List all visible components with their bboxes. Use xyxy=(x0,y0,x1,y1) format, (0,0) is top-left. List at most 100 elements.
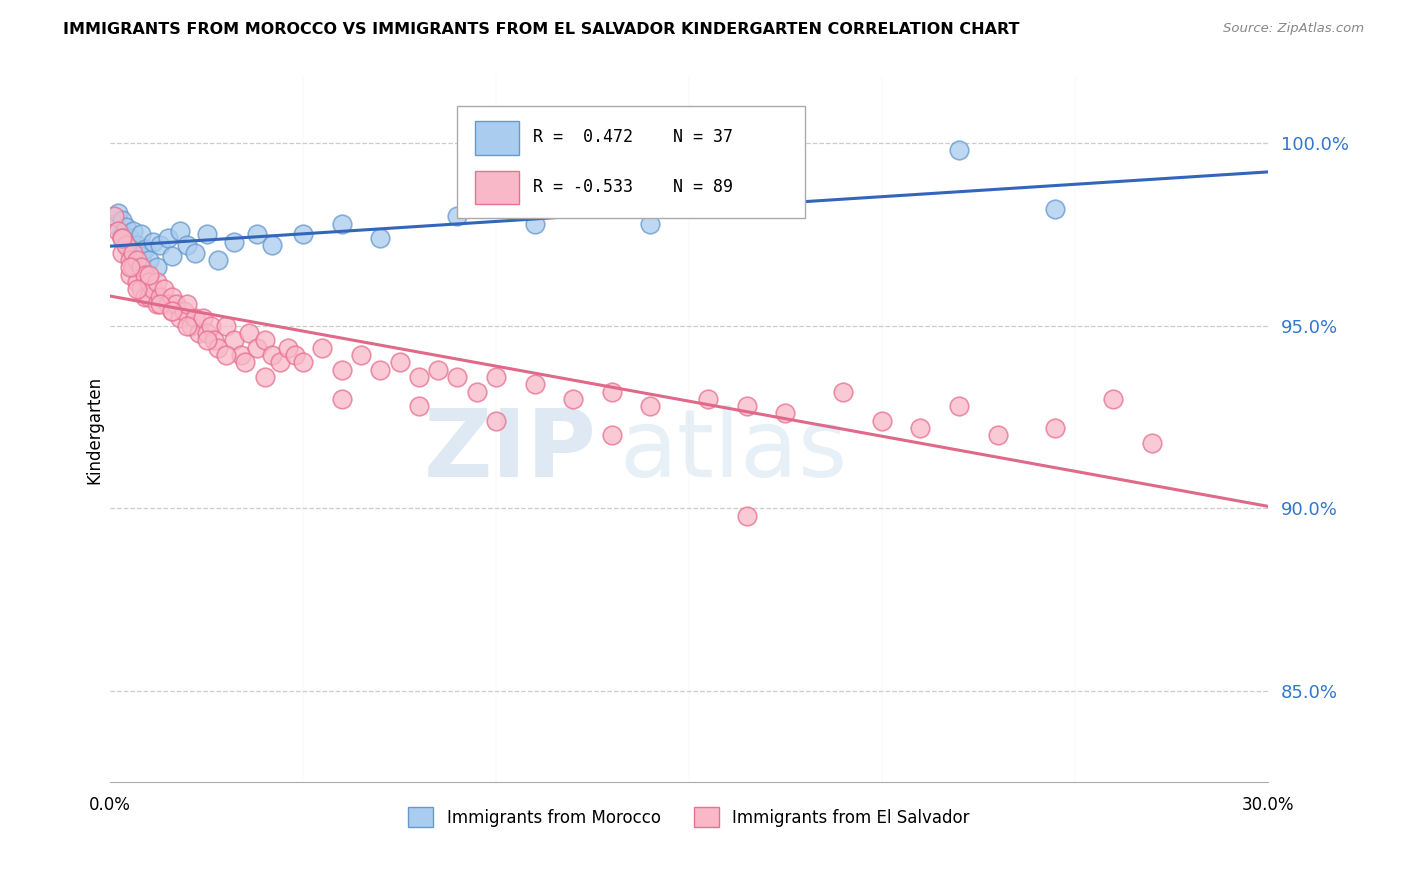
Point xyxy=(122,253,145,268)
Point xyxy=(253,370,276,384)
Point xyxy=(262,238,284,252)
Point xyxy=(122,245,145,260)
Point xyxy=(1102,392,1125,406)
Point xyxy=(910,421,932,435)
Point xyxy=(238,326,260,340)
Point xyxy=(775,407,797,421)
Point xyxy=(118,231,141,245)
Point xyxy=(640,399,662,413)
FancyBboxPatch shape xyxy=(475,170,519,204)
Point xyxy=(987,428,1010,442)
Point xyxy=(350,348,373,362)
Point xyxy=(188,326,211,340)
Point xyxy=(262,348,284,362)
Y-axis label: Kindergarten: Kindergarten xyxy=(86,376,103,484)
Point xyxy=(640,217,662,231)
Point xyxy=(176,238,198,252)
Point xyxy=(292,227,315,242)
Point xyxy=(114,238,136,252)
Point xyxy=(600,428,623,442)
Point xyxy=(149,297,172,311)
Point xyxy=(200,318,222,333)
Text: R =  0.472    N = 37: R = 0.472 N = 37 xyxy=(533,128,733,146)
Point xyxy=(157,297,180,311)
Point xyxy=(368,231,391,245)
Point xyxy=(735,508,758,523)
Point xyxy=(207,341,229,355)
Point xyxy=(195,326,218,340)
Point xyxy=(1140,435,1163,450)
Point xyxy=(485,370,508,384)
Point xyxy=(142,282,165,296)
Point xyxy=(118,253,141,268)
Point xyxy=(129,282,152,296)
Point xyxy=(408,399,430,413)
Point xyxy=(948,144,970,158)
Point xyxy=(284,348,307,362)
Point xyxy=(948,399,970,413)
Point xyxy=(523,217,546,231)
Point xyxy=(122,224,145,238)
FancyBboxPatch shape xyxy=(457,105,804,219)
Point xyxy=(111,231,134,245)
Text: atlas: atlas xyxy=(620,405,848,497)
Point xyxy=(408,370,430,384)
Point xyxy=(269,355,291,369)
Point xyxy=(138,268,160,282)
Point xyxy=(246,341,269,355)
Point xyxy=(107,224,129,238)
Point xyxy=(1045,202,1067,216)
Point xyxy=(180,318,202,333)
Point xyxy=(870,414,893,428)
Point xyxy=(127,275,149,289)
Point xyxy=(114,238,136,252)
Point xyxy=(111,231,134,245)
Point xyxy=(195,334,218,348)
Point xyxy=(246,227,269,242)
Point xyxy=(138,275,160,289)
Legend: Immigrants from Morocco, Immigrants from El Salvador: Immigrants from Morocco, Immigrants from… xyxy=(402,800,976,834)
Point xyxy=(165,297,187,311)
Point xyxy=(277,341,299,355)
Point xyxy=(215,348,238,362)
Point xyxy=(330,217,353,231)
Point xyxy=(127,238,149,252)
Point xyxy=(222,334,245,348)
Point xyxy=(103,217,125,231)
Point xyxy=(233,355,256,369)
Point xyxy=(207,253,229,268)
Point xyxy=(697,392,720,406)
Point xyxy=(184,311,207,326)
Point xyxy=(129,249,152,263)
Point xyxy=(145,260,167,275)
Point xyxy=(330,362,353,376)
Point xyxy=(485,414,508,428)
Point xyxy=(118,260,141,275)
Point xyxy=(118,268,141,282)
Point xyxy=(253,334,276,348)
Point xyxy=(138,289,160,303)
Point xyxy=(160,289,183,303)
Point xyxy=(446,370,468,384)
Text: Source: ZipAtlas.com: Source: ZipAtlas.com xyxy=(1223,22,1364,36)
Point xyxy=(202,334,225,348)
Point xyxy=(111,213,134,227)
Point xyxy=(465,384,488,399)
Point xyxy=(169,224,191,238)
Point xyxy=(111,245,134,260)
Point xyxy=(523,377,546,392)
Point xyxy=(107,205,129,219)
Point xyxy=(145,275,167,289)
Point xyxy=(157,231,180,245)
Point xyxy=(103,209,125,223)
Point xyxy=(127,260,149,275)
Point xyxy=(311,341,333,355)
Point xyxy=(129,227,152,242)
Point xyxy=(138,253,160,268)
Point xyxy=(122,260,145,275)
Point xyxy=(111,227,134,242)
Point xyxy=(134,242,156,256)
Point xyxy=(562,392,585,406)
Point xyxy=(735,399,758,413)
Point xyxy=(195,227,218,242)
